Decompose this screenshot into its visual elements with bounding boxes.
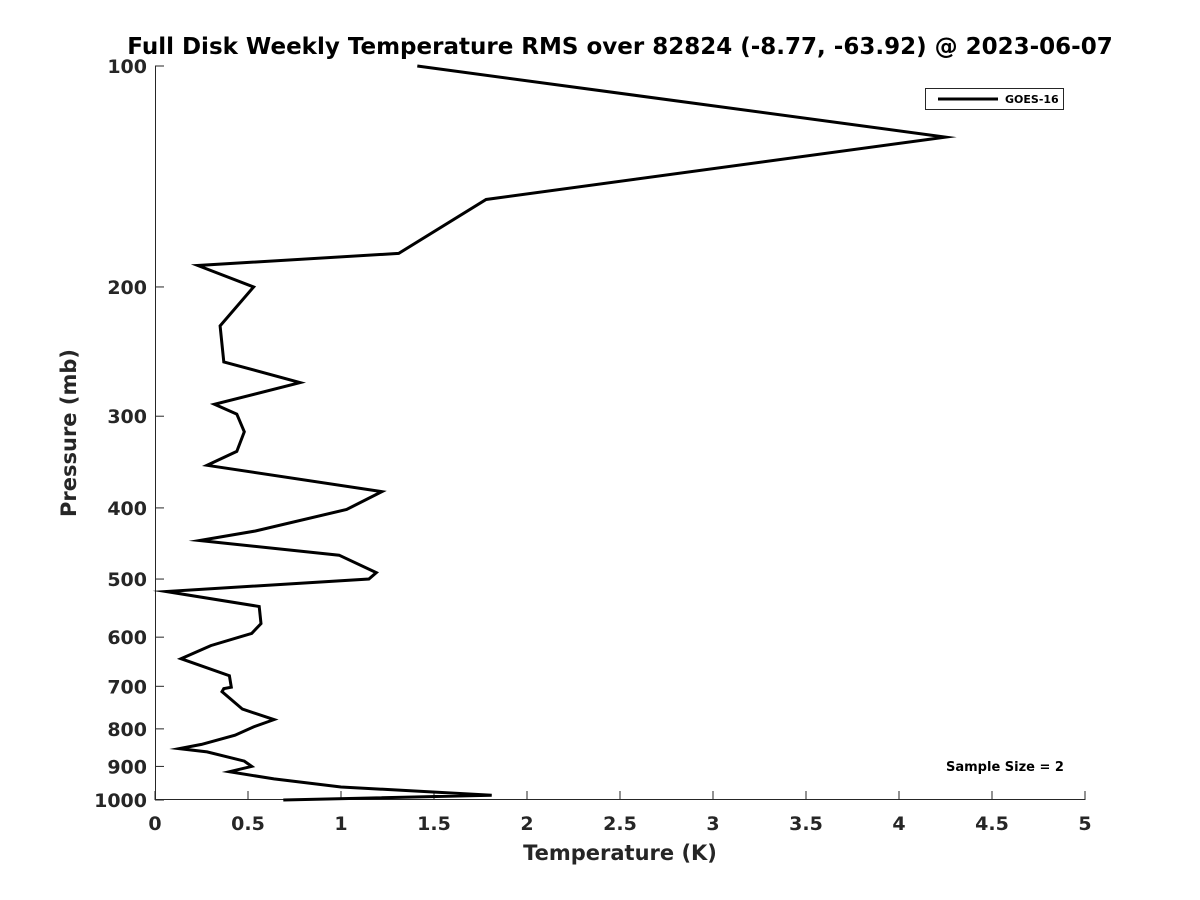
y-tick-label: 300: [107, 406, 147, 428]
y-tick-label: 1000: [94, 790, 147, 812]
x-tick-label: 0: [148, 813, 161, 835]
plot-axes: [155, 66, 1085, 800]
y-tick-label: 200: [107, 277, 147, 299]
y-axis-label: Pressure (mb): [57, 349, 81, 517]
series-line-goes-16: [152, 64, 957, 802]
x-tick-label: 5: [1078, 813, 1091, 835]
x-tick-label: 2.5: [603, 813, 637, 835]
y-tick-label: 900: [107, 756, 147, 778]
x-ticks: 0 0.5 1 1.5 2 2.5 3 3.5 4 4.5 5: [148, 791, 1092, 835]
legend-label-goes-16: GOES-16: [1005, 93, 1059, 106]
x-tick-label: 3.5: [789, 813, 823, 835]
chart-title: Full Disk Weekly Temperature RMS over 82…: [127, 34, 1113, 60]
y-tick-label: 600: [107, 627, 147, 649]
x-tick-label: 4.5: [975, 813, 1009, 835]
y-tick-label: 700: [107, 676, 147, 698]
y-tick-label: 400: [107, 498, 147, 520]
x-tick-label: 3: [706, 813, 719, 835]
y-tick-label: 800: [107, 719, 147, 741]
x-tick-label: 1.5: [417, 813, 451, 835]
y-tick-label: 100: [107, 56, 147, 78]
legend: GOES-16: [925, 88, 1064, 110]
x-tick-label: 2: [520, 813, 533, 835]
series-layer: [152, 64, 957, 802]
y-tick-label: 500: [107, 569, 147, 591]
sample-size-annotation: Sample Size = 2: [946, 760, 1064, 775]
x-tick-label: 0.5: [231, 813, 265, 835]
x-axis-label: Temperature (K): [523, 841, 717, 865]
x-tick-label: 4: [892, 813, 905, 835]
x-tick-label: 1: [334, 813, 347, 835]
y-ticks: 100 200 300 400 500 600 700 800 900 1000: [94, 56, 164, 812]
